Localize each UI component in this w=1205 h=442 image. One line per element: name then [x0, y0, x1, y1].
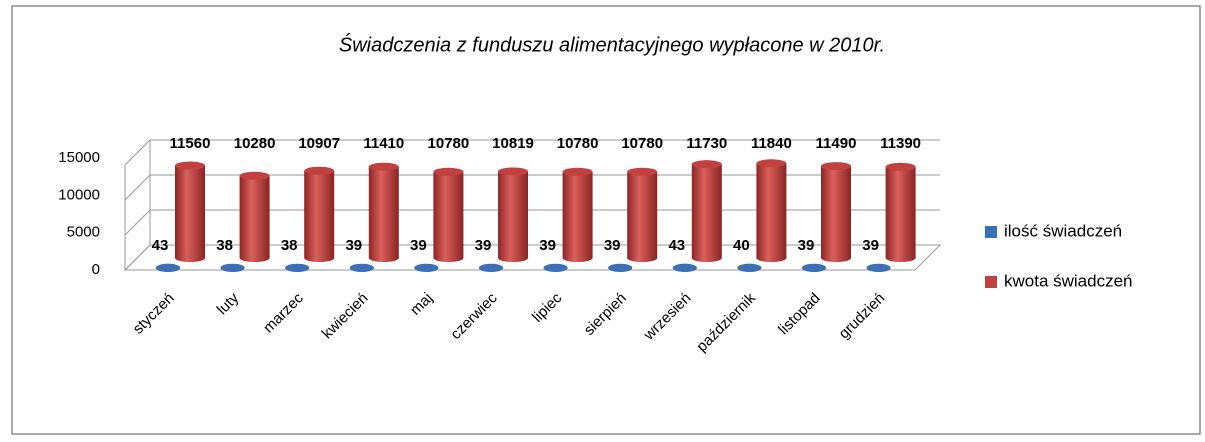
bar	[414, 263, 439, 272]
bar-top	[672, 263, 697, 272]
value-label: 11390	[880, 135, 921, 152]
bar	[498, 167, 528, 262]
bar-body	[239, 175, 270, 262]
bar	[737, 263, 762, 272]
bar-top	[368, 162, 399, 171]
bar	[562, 167, 593, 262]
bar	[802, 263, 826, 272]
bar-top	[802, 263, 826, 272]
legend-swatch	[985, 276, 997, 288]
bar-top	[543, 263, 568, 272]
bar-top	[433, 167, 464, 176]
bar-top	[885, 162, 916, 171]
bar-top	[239, 171, 270, 180]
bar-top	[156, 263, 180, 272]
bar-body	[627, 171, 658, 262]
bar-body	[821, 166, 851, 262]
bar-body	[175, 165, 205, 262]
bar	[885, 162, 916, 262]
bar-top	[220, 263, 245, 272]
bar-top	[691, 160, 722, 169]
legend-label: ilość świadczeń	[1004, 221, 1122, 240]
bar	[368, 162, 399, 262]
grid-line-side	[124, 244, 151, 271]
bar-body	[756, 163, 787, 262]
value-label: 11410	[363, 135, 404, 152]
bar	[479, 263, 503, 272]
value-label: 10780	[428, 135, 470, 152]
value-label: 10780	[621, 135, 663, 152]
grid-line-side	[124, 174, 151, 201]
bar-body	[368, 166, 399, 262]
bar	[220, 263, 245, 272]
bar	[691, 160, 722, 262]
value-label: 10907	[298, 135, 340, 152]
legend-label: kwota świadczeń	[1004, 271, 1133, 290]
bar	[433, 167, 464, 262]
bar	[672, 263, 697, 272]
bar-top	[866, 263, 891, 272]
value-label: 11490	[816, 135, 857, 152]
bar-top	[562, 167, 593, 176]
bar-top	[175, 161, 205, 170]
y-tick-label: 10000	[58, 186, 100, 203]
bar	[285, 263, 310, 272]
bar-top	[608, 263, 633, 272]
bar	[239, 171, 270, 262]
value-label: 39	[862, 237, 879, 254]
bar	[304, 166, 335, 262]
value-label: 39	[798, 237, 815, 254]
value-label: 40	[733, 237, 750, 254]
bar-body	[498, 171, 528, 262]
value-label: 39	[604, 237, 621, 254]
bar	[821, 162, 851, 262]
y-tick-label: 15000	[58, 149, 100, 166]
bar	[866, 263, 891, 272]
value-label: 39	[475, 237, 492, 254]
bar-top	[821, 162, 851, 171]
bar-top	[737, 263, 762, 272]
grid-line-side	[124, 209, 151, 236]
bar-top	[479, 263, 503, 272]
bar-top	[304, 166, 335, 175]
value-label: 43	[152, 237, 169, 254]
value-label: 10819	[492, 135, 534, 152]
value-label: 39	[539, 237, 556, 254]
bar-top	[349, 263, 374, 272]
bar-body	[562, 171, 593, 262]
bar-top	[756, 159, 787, 168]
bar-top	[414, 263, 439, 272]
grid-line-side	[124, 139, 151, 166]
bar	[175, 161, 205, 262]
bar	[608, 263, 633, 272]
bar-body	[433, 171, 464, 262]
bar	[349, 263, 374, 272]
value-label: 10280	[234, 135, 276, 152]
bar	[627, 167, 658, 262]
bar-body	[885, 166, 916, 262]
value-label: 39	[345, 237, 362, 254]
value-label: 39	[410, 237, 427, 254]
value-label: 38	[216, 237, 233, 254]
bar-top	[627, 167, 658, 176]
y-tick-label: 0	[92, 261, 100, 278]
value-label: 11560	[170, 135, 211, 152]
bar	[543, 263, 568, 272]
value-label: 10780	[557, 135, 599, 152]
value-label: 11840	[751, 135, 792, 152]
bar	[756, 159, 787, 262]
chart-frame	[11, 5, 1201, 435]
value-label: 43	[668, 237, 685, 254]
bar-body	[691, 164, 722, 262]
bar-top	[498, 167, 528, 176]
bar-body	[304, 170, 335, 262]
value-label: 11730	[686, 135, 727, 152]
value-label: 38	[281, 237, 298, 254]
legend-swatch	[985, 226, 997, 238]
y-tick-label: 5000	[67, 224, 100, 241]
bar-top	[285, 263, 310, 272]
chart-title: Świadczenia z funduszu alimentacyjnego w…	[339, 32, 885, 56]
bar	[156, 263, 180, 272]
